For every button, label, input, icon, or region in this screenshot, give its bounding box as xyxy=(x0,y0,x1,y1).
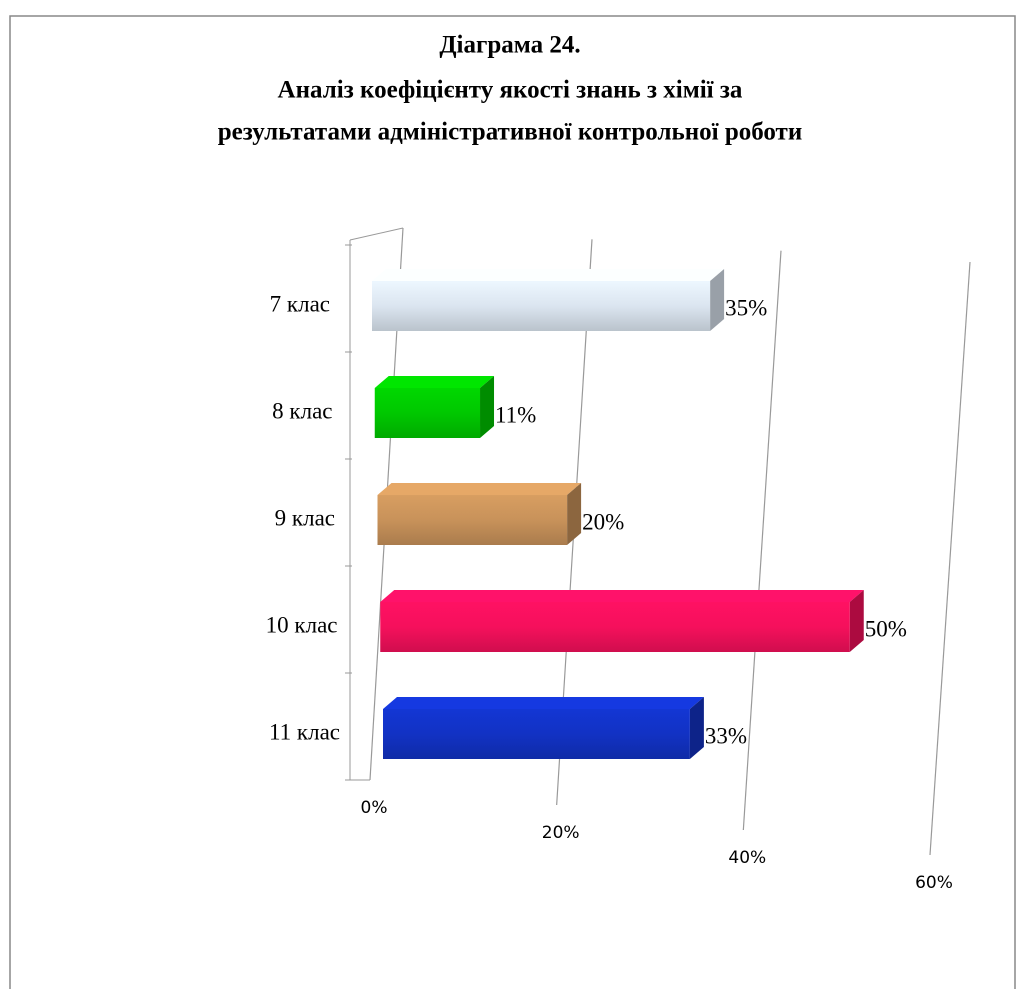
x-tick-label: 40% xyxy=(728,848,766,868)
chart-title: Аналіз коефіцієнту якості знань з хімії … xyxy=(278,77,743,104)
bar xyxy=(377,495,568,545)
y-tick-label: 8 клас xyxy=(272,398,332,423)
chart-title: Діаграма 24. xyxy=(439,32,580,59)
bar-side xyxy=(689,697,704,759)
data-label: 11% xyxy=(495,402,536,427)
bar xyxy=(374,388,481,438)
bar xyxy=(372,281,711,331)
bar-side xyxy=(849,590,864,652)
y-tick-label: 11 клас xyxy=(269,719,340,744)
data-label: 33% xyxy=(705,723,747,748)
bar xyxy=(380,602,850,652)
x-tick-label: 20% xyxy=(542,823,580,843)
data-label: 35% xyxy=(725,295,767,320)
y-tick-label: 10 клас xyxy=(266,612,338,637)
data-label: 20% xyxy=(582,509,624,534)
bar-top xyxy=(383,697,704,709)
bar-side xyxy=(480,376,495,438)
axis-wall xyxy=(349,227,404,241)
grid-line xyxy=(742,250,782,831)
data-label: 50% xyxy=(865,616,907,641)
bar-side xyxy=(710,269,725,331)
x-tick-label: 60% xyxy=(915,873,953,893)
chart-title: результатами адміністративної контрольно… xyxy=(218,119,803,146)
bar-top xyxy=(380,590,864,602)
y-tick-label: 7 клас xyxy=(270,291,330,316)
bar-top xyxy=(377,483,582,495)
grid-line xyxy=(929,261,971,856)
bar-top xyxy=(372,269,725,281)
bar-side xyxy=(567,483,582,545)
y-tick-label: 9 клас xyxy=(275,505,335,530)
bar xyxy=(383,709,690,759)
x-tick-label: 0% xyxy=(361,798,388,818)
bar-top xyxy=(374,376,495,388)
